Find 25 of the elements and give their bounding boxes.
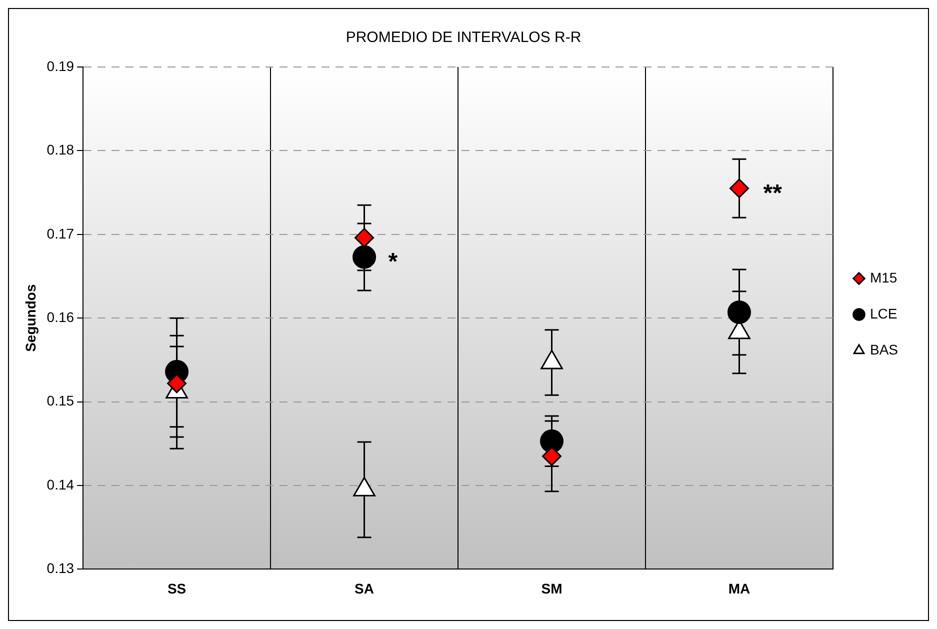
- annotation: **: [763, 180, 783, 207]
- point: [167, 374, 187, 394]
- y-tick-label: 0.19: [46, 58, 74, 74]
- y-tick-label: 0.14: [46, 476, 74, 492]
- point: [352, 245, 376, 269]
- legend-label: BAS: [870, 341, 898, 358]
- point: [540, 429, 564, 453]
- x-tick-label: SA: [354, 580, 374, 596]
- x-tick-label: SM: [541, 580, 562, 596]
- legend-label: LCE: [870, 305, 898, 322]
- x-tick-label: MA: [728, 580, 750, 596]
- y-tick-label: 0.18: [46, 142, 74, 158]
- y-tick-label: 0.16: [46, 308, 74, 325]
- chart-title: PROMEDIO DE INTERVALOS R-R: [346, 29, 582, 46]
- point: [354, 228, 374, 248]
- point: [542, 446, 562, 466]
- legend-label: M15: [870, 269, 898, 286]
- y-axis-title: Segundos: [22, 284, 38, 352]
- x-tick-label: SS: [167, 580, 186, 596]
- y-tick-label: 0.17: [46, 225, 74, 242]
- y-tick-label: 0.15: [46, 392, 74, 409]
- y-tick-label: 0.13: [46, 560, 74, 576]
- point: [727, 300, 751, 324]
- point: [729, 178, 749, 198]
- annotation: *: [388, 248, 398, 276]
